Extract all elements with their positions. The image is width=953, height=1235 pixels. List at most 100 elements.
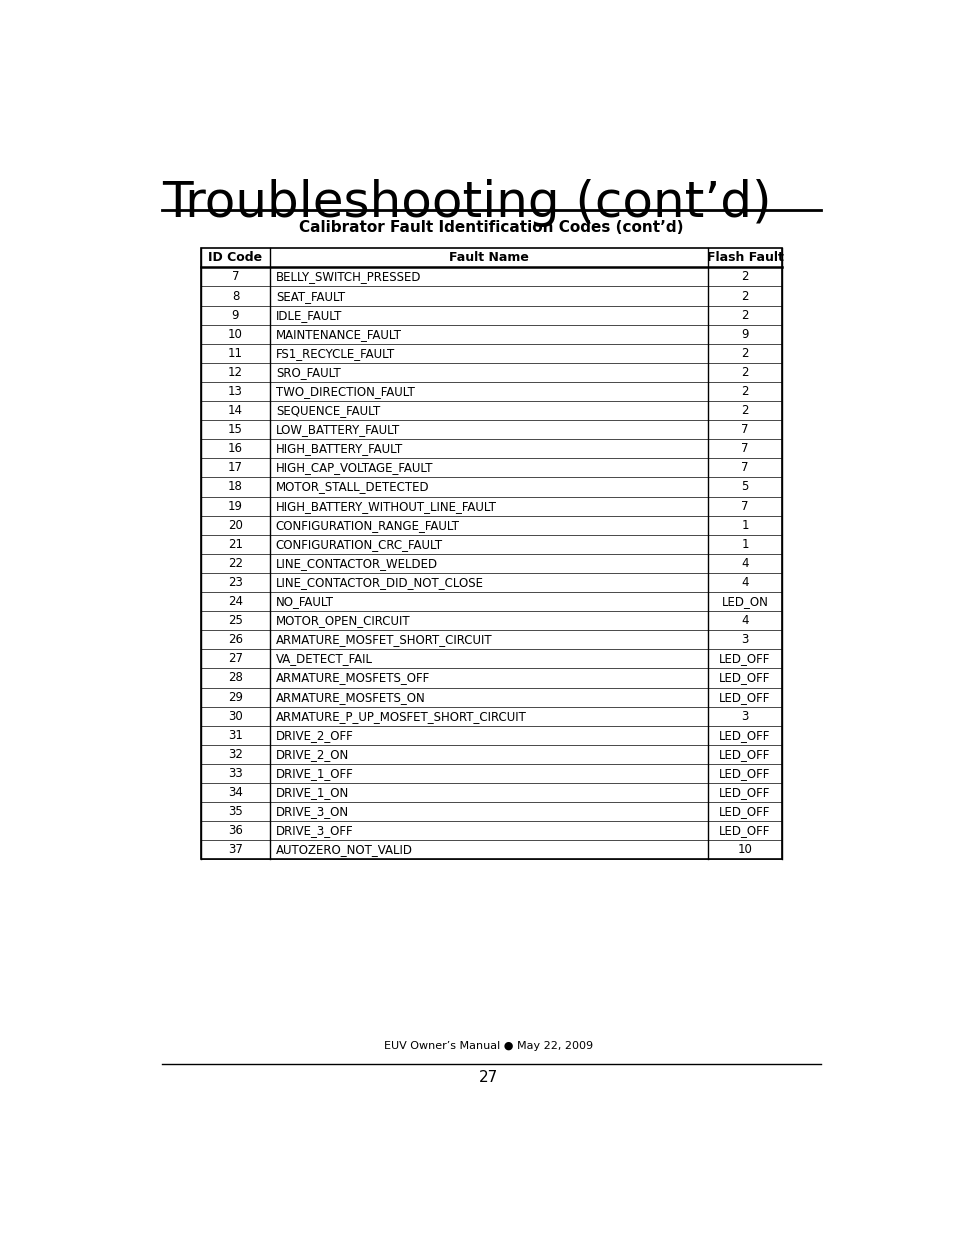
Text: 2: 2 <box>740 366 748 379</box>
Text: 26: 26 <box>228 634 243 646</box>
Text: 15: 15 <box>228 424 243 436</box>
Text: 24: 24 <box>228 595 243 608</box>
Text: 5: 5 <box>740 480 748 494</box>
Text: 7: 7 <box>740 462 748 474</box>
Text: CONFIGURATION_CRC_FAULT: CONFIGURATION_CRC_FAULT <box>275 537 442 551</box>
Text: DRIVE_2_OFF: DRIVE_2_OFF <box>275 729 354 742</box>
Text: Calibrator Fault Identification Codes (cont’d): Calibrator Fault Identification Codes (c… <box>298 220 682 235</box>
Text: TWO_DIRECTION_FAULT: TWO_DIRECTION_FAULT <box>275 385 415 398</box>
Text: AUTOZERO_NOT_VALID: AUTOZERO_NOT_VALID <box>275 844 413 856</box>
Text: 4: 4 <box>740 557 748 569</box>
Text: 31: 31 <box>228 729 243 742</box>
Text: 14: 14 <box>228 404 243 417</box>
Text: DRIVE_3_OFF: DRIVE_3_OFF <box>275 824 353 837</box>
Text: SRO_FAULT: SRO_FAULT <box>275 366 340 379</box>
Text: 35: 35 <box>228 805 243 818</box>
Text: 4: 4 <box>740 576 748 589</box>
Text: 2: 2 <box>740 385 748 398</box>
Text: VA_DETECT_FAIL: VA_DETECT_FAIL <box>275 652 373 666</box>
Bar <box>200 248 781 860</box>
Text: 27: 27 <box>478 1070 498 1086</box>
Text: LED_OFF: LED_OFF <box>719 785 770 799</box>
Text: LED_OFF: LED_OFF <box>719 652 770 666</box>
Text: Flash Fault: Flash Fault <box>706 252 782 264</box>
Text: 7: 7 <box>740 500 748 513</box>
Text: HIGH_BATTERY_FAULT: HIGH_BATTERY_FAULT <box>275 442 402 456</box>
Text: 2: 2 <box>740 309 748 321</box>
Text: 12: 12 <box>228 366 243 379</box>
Text: 37: 37 <box>228 844 243 856</box>
Text: 1: 1 <box>740 537 748 551</box>
Text: 27: 27 <box>228 652 243 666</box>
Text: FS1_RECYCLE_FAULT: FS1_RECYCLE_FAULT <box>275 347 395 359</box>
Text: 17: 17 <box>228 462 243 474</box>
Text: DRIVE_1_OFF: DRIVE_1_OFF <box>275 767 354 781</box>
Text: 2: 2 <box>740 347 748 359</box>
Text: 7: 7 <box>232 270 239 284</box>
Text: 29: 29 <box>228 690 243 704</box>
Text: Troubleshooting (cont’d): Troubleshooting (cont’d) <box>162 179 771 227</box>
Text: 36: 36 <box>228 824 243 837</box>
Text: 30: 30 <box>228 710 243 722</box>
Text: EUV Owner’s Manual ● May 22, 2009: EUV Owner’s Manual ● May 22, 2009 <box>384 1041 593 1051</box>
Text: LED_OFF: LED_OFF <box>719 672 770 684</box>
Text: 28: 28 <box>228 672 243 684</box>
Text: ID Code: ID Code <box>208 252 262 264</box>
Text: 32: 32 <box>228 748 243 761</box>
Text: IDLE_FAULT: IDLE_FAULT <box>275 309 342 321</box>
Text: ARMATURE_MOSFET_SHORT_CIRCUIT: ARMATURE_MOSFET_SHORT_CIRCUIT <box>275 634 492 646</box>
Text: 8: 8 <box>232 289 239 303</box>
Text: Fault Name: Fault Name <box>449 252 529 264</box>
Text: MOTOR_STALL_DETECTED: MOTOR_STALL_DETECTED <box>275 480 429 494</box>
Text: 2: 2 <box>740 270 748 284</box>
Text: ARMATURE_P_UP_MOSFET_SHORT_CIRCUIT: ARMATURE_P_UP_MOSFET_SHORT_CIRCUIT <box>275 710 526 722</box>
Text: 33: 33 <box>228 767 243 781</box>
Text: 13: 13 <box>228 385 243 398</box>
Text: DRIVE_2_ON: DRIVE_2_ON <box>275 748 349 761</box>
Text: LED_OFF: LED_OFF <box>719 805 770 818</box>
Text: SEQUENCE_FAULT: SEQUENCE_FAULT <box>275 404 379 417</box>
Text: 16: 16 <box>228 442 243 456</box>
Text: 11: 11 <box>228 347 243 359</box>
Text: 7: 7 <box>740 424 748 436</box>
Text: LOW_BATTERY_FAULT: LOW_BATTERY_FAULT <box>275 424 399 436</box>
Text: 19: 19 <box>228 500 243 513</box>
Text: LED_OFF: LED_OFF <box>719 767 770 781</box>
Text: 18: 18 <box>228 480 243 494</box>
Text: ARMATURE_MOSFETS_OFF: ARMATURE_MOSFETS_OFF <box>275 672 430 684</box>
Text: BELLY_SWITCH_PRESSED: BELLY_SWITCH_PRESSED <box>275 270 421 284</box>
Text: 3: 3 <box>740 710 748 722</box>
Text: NO_FAULT: NO_FAULT <box>275 595 334 608</box>
Text: 9: 9 <box>232 309 239 321</box>
Text: 7: 7 <box>740 442 748 456</box>
Text: LED_OFF: LED_OFF <box>719 690 770 704</box>
Text: 3: 3 <box>740 634 748 646</box>
Text: 1: 1 <box>740 519 748 532</box>
Text: 20: 20 <box>228 519 243 532</box>
Text: DRIVE_3_ON: DRIVE_3_ON <box>275 805 349 818</box>
Text: LED_OFF: LED_OFF <box>719 729 770 742</box>
Text: LINE_CONTACTOR_WELDED: LINE_CONTACTOR_WELDED <box>275 557 437 569</box>
Text: DRIVE_1_ON: DRIVE_1_ON <box>275 785 349 799</box>
Text: 10: 10 <box>228 327 243 341</box>
Text: HIGH_CAP_VOLTAGE_FAULT: HIGH_CAP_VOLTAGE_FAULT <box>275 462 433 474</box>
Text: 23: 23 <box>228 576 243 589</box>
Text: MOTOR_OPEN_CIRCUIT: MOTOR_OPEN_CIRCUIT <box>275 614 410 627</box>
Text: 4: 4 <box>740 614 748 627</box>
Text: 9: 9 <box>740 327 748 341</box>
Text: MAINTENANCE_FAULT: MAINTENANCE_FAULT <box>275 327 401 341</box>
Text: 34: 34 <box>228 785 243 799</box>
Text: CONFIGURATION_RANGE_FAULT: CONFIGURATION_RANGE_FAULT <box>275 519 459 532</box>
Text: LED_OFF: LED_OFF <box>719 824 770 837</box>
Text: 22: 22 <box>228 557 243 569</box>
Text: 25: 25 <box>228 614 243 627</box>
Text: SEAT_FAULT: SEAT_FAULT <box>275 289 345 303</box>
Text: 10: 10 <box>737 844 752 856</box>
Text: ARMATURE_MOSFETS_ON: ARMATURE_MOSFETS_ON <box>275 690 425 704</box>
Text: LED_ON: LED_ON <box>720 595 768 608</box>
Text: HIGH_BATTERY_WITHOUT_LINE_FAULT: HIGH_BATTERY_WITHOUT_LINE_FAULT <box>275 500 497 513</box>
Text: 2: 2 <box>740 404 748 417</box>
Text: 21: 21 <box>228 537 243 551</box>
Text: LINE_CONTACTOR_DID_NOT_CLOSE: LINE_CONTACTOR_DID_NOT_CLOSE <box>275 576 483 589</box>
Text: 2: 2 <box>740 289 748 303</box>
